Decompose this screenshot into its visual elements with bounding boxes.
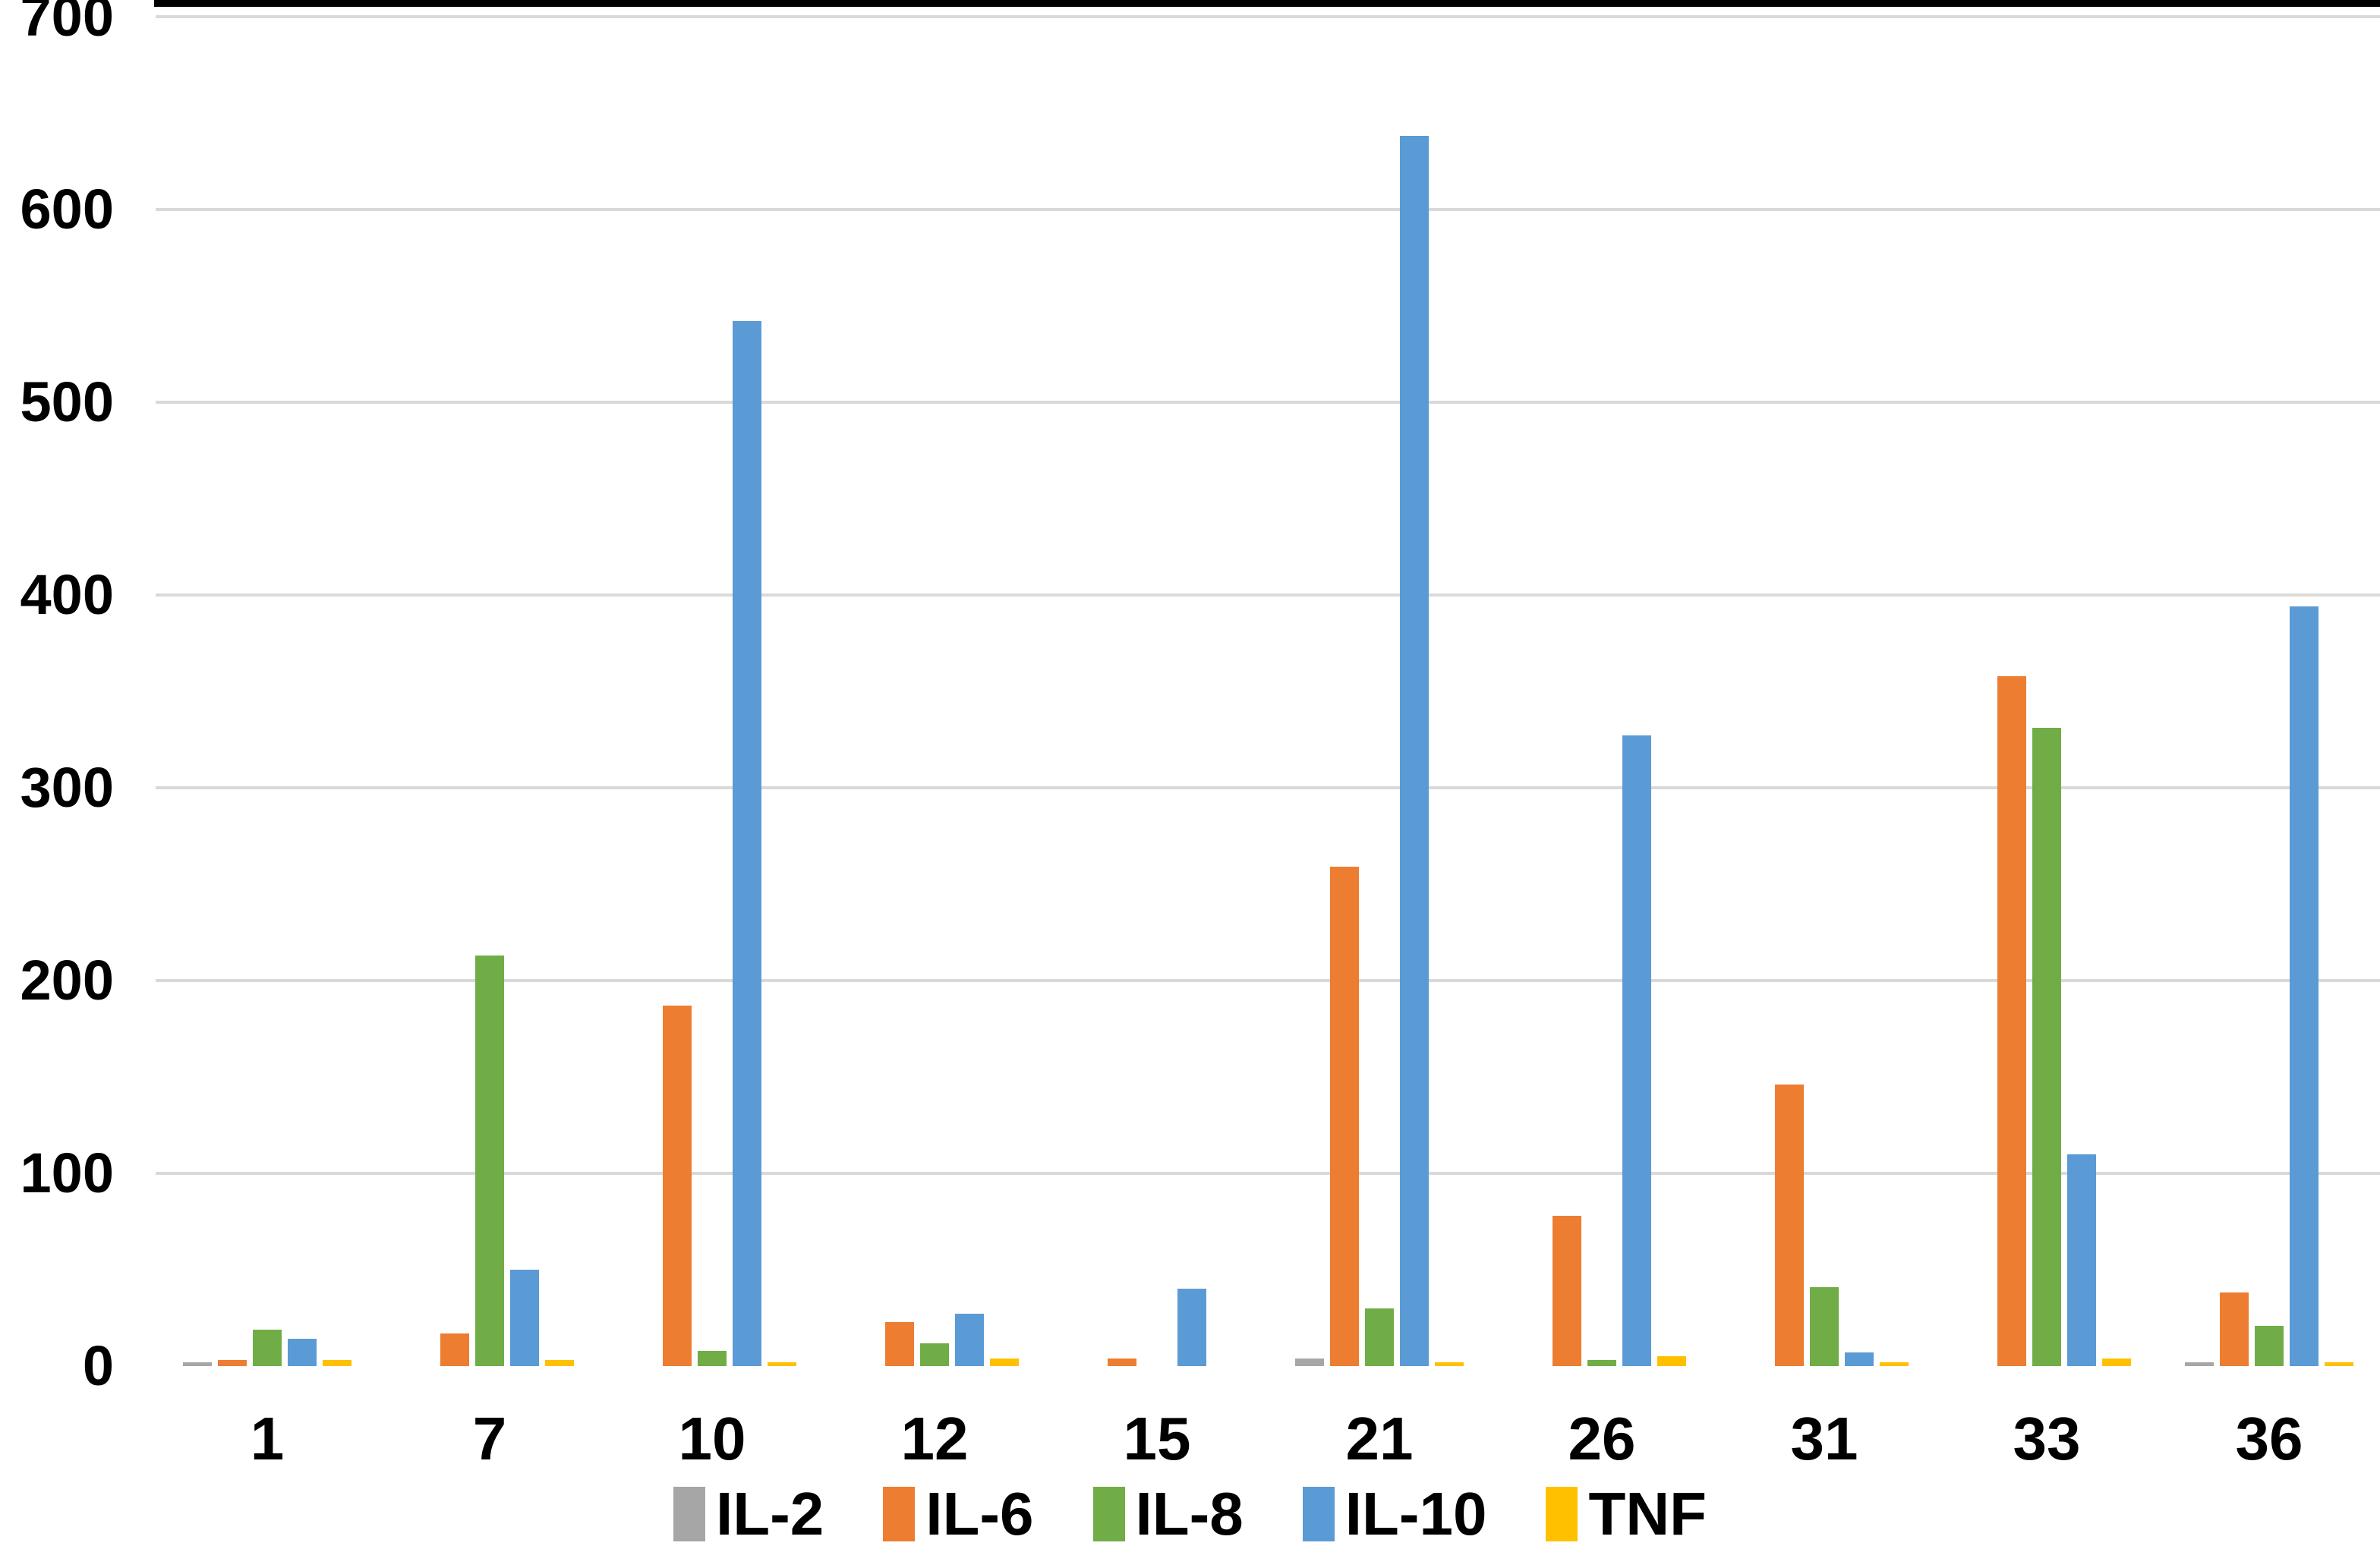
bar-IL-2-group-36 <box>2185 1362 2214 1366</box>
y-axis-label-100: 100 <box>20 1141 114 1204</box>
legend-item-IL-2: IL-2 <box>673 1478 824 1549</box>
legend-swatch-IL-8 <box>1092 1486 1125 1541</box>
bar-TNF-group-7 <box>545 1360 574 1366</box>
x-axis-label-1: 1 <box>250 1405 285 1472</box>
bar-IL-6-group-10 <box>663 1006 692 1366</box>
x-axis-label-21: 21 <box>1345 1405 1414 1472</box>
bar-IL-10-group-26 <box>1622 735 1651 1366</box>
bar-IL-8-group-12 <box>920 1343 949 1366</box>
bar-IL-6-group-1 <box>218 1360 247 1366</box>
y-axis-label-700: 700 <box>20 0 114 48</box>
bar-IL-10-group-31 <box>1845 1352 1874 1366</box>
legend-item-IL-8: IL-8 <box>1092 1478 1244 1549</box>
bar-IL-10-group-36 <box>2290 606 2319 1366</box>
legend-swatch-IL-6 <box>883 1486 916 1541</box>
gridline-100 <box>156 1172 2380 1175</box>
bar-IL-8-group-21 <box>1365 1308 1394 1366</box>
bar-IL-10-group-21 <box>1400 136 1429 1366</box>
bar-TNF-group-21 <box>1435 1362 1464 1366</box>
legend-item-IL-6: IL-6 <box>883 1478 1034 1549</box>
gridline-700 <box>156 15 2380 18</box>
bar-TNF-group-33 <box>2102 1359 2131 1366</box>
y-axis-label-300: 300 <box>20 756 114 819</box>
bar-TNF-group-10 <box>768 1362 796 1366</box>
bar-IL-6-group-36 <box>2220 1292 2249 1366</box>
y-axis-label-200: 200 <box>20 949 114 1012</box>
bar-TNF-group-12 <box>990 1359 1019 1366</box>
bar-IL-8-group-33 <box>2032 728 2061 1366</box>
bar-IL-6-group-7 <box>440 1333 469 1366</box>
legend-label-TNF: TNF <box>1588 1480 1707 1547</box>
gridline-300 <box>156 786 2380 789</box>
legend-swatch-IL-2 <box>673 1486 706 1541</box>
y-axis-label-500: 500 <box>20 370 114 433</box>
bar-TNF-group-31 <box>1880 1362 1909 1366</box>
legend-swatch-IL-10 <box>1302 1486 1335 1541</box>
bar-IL-10-group-15 <box>1177 1289 1206 1366</box>
bar-IL-10-group-7 <box>510 1270 539 1366</box>
x-axis-label-12: 12 <box>900 1405 969 1472</box>
y-axis-label-600: 600 <box>20 178 114 241</box>
gridline-500 <box>156 401 2380 404</box>
legend-swatch-TNF <box>1546 1486 1578 1541</box>
bar-TNF-group-26 <box>1657 1356 1686 1366</box>
x-axis-label-33: 33 <box>2013 1405 2081 1472</box>
legend-label-IL-8: IL-8 <box>1135 1480 1244 1547</box>
bar-IL-8-group-36 <box>2255 1326 2284 1366</box>
gridline-200 <box>156 979 2380 982</box>
legend-item-TNF: TNF <box>1546 1478 1707 1549</box>
legend-label-IL-6: IL-6 <box>925 1480 1034 1547</box>
x-axis-line <box>154 0 2380 7</box>
bar-IL-6-group-33 <box>1997 676 2026 1366</box>
bar-IL-10-group-12 <box>955 1314 984 1366</box>
legend: IL-2 IL-6 IL-8 IL-10 TNF <box>0 1478 2380 1549</box>
gridline-400 <box>156 593 2380 597</box>
x-axis-label-31: 31 <box>1790 1405 1858 1472</box>
bar-IL-8-group-26 <box>1587 1360 1616 1366</box>
x-axis-label-36: 36 <box>2235 1405 2303 1472</box>
bar-IL-6-group-26 <box>1553 1216 1581 1366</box>
bar-TNF-group-36 <box>2325 1362 2353 1366</box>
bar-IL-8-group-10 <box>698 1351 727 1366</box>
bar-IL-8-group-31 <box>1810 1287 1839 1366</box>
bar-IL-10-group-1 <box>288 1339 317 1366</box>
bar-IL-10-group-10 <box>733 321 761 1366</box>
x-axis-label-26: 26 <box>1568 1405 1636 1472</box>
legend-item-IL-10: IL-10 <box>1302 1478 1487 1549</box>
bar-IL-8-group-7 <box>475 956 504 1366</box>
bar-TNF-group-1 <box>323 1360 351 1366</box>
legend-label-IL-2: IL-2 <box>716 1480 824 1547</box>
x-axis-label-7: 7 <box>472 1405 507 1472</box>
y-axis-label-0: 0 <box>82 1334 114 1397</box>
gridline-600 <box>156 208 2380 211</box>
bar-IL-10-group-33 <box>2067 1154 2096 1366</box>
legend-label-IL-10: IL-10 <box>1344 1480 1487 1547</box>
bar-IL-2-group-1 <box>183 1362 212 1366</box>
y-axis-label-400: 400 <box>20 563 114 626</box>
x-axis-label-10: 10 <box>678 1405 746 1472</box>
x-axis-label-15: 15 <box>1123 1405 1191 1472</box>
bar-IL-6-group-31 <box>1775 1085 1804 1366</box>
bar-IL-2-group-21 <box>1295 1359 1324 1366</box>
bar-IL-6-group-15 <box>1108 1359 1136 1366</box>
bar-IL-8-group-1 <box>253 1330 282 1366</box>
bar-IL-6-group-12 <box>885 1322 914 1366</box>
bar-IL-6-group-21 <box>1330 867 1359 1366</box>
